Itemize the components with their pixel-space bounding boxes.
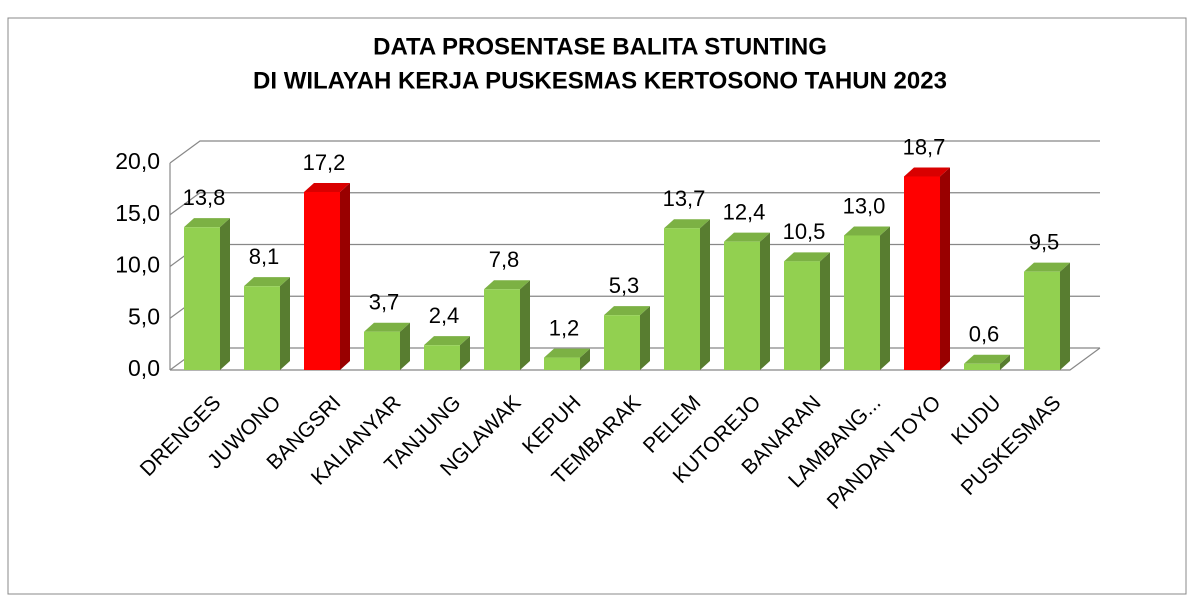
- bar: [724, 241, 760, 370]
- bar: [604, 315, 640, 370]
- y-tick-label: 0,0: [128, 355, 160, 381]
- chart-title: DI WILAYAH KERJA PUSKESMAS KERTOSONO TAH…: [253, 67, 947, 94]
- chart-title: DATA PROSENTASE BALITA STUNTING: [373, 33, 827, 60]
- value-label: 7,8: [489, 247, 520, 272]
- bar-side: [220, 218, 230, 370]
- y-tick-label: 10,0: [115, 252, 160, 278]
- value-label: 2,4: [429, 303, 460, 328]
- value-label: 13,7: [663, 186, 706, 211]
- bar-top: [184, 218, 230, 228]
- bar: [784, 261, 820, 370]
- bar-side: [760, 232, 770, 370]
- value-label: 18,7: [903, 134, 946, 159]
- bar: [364, 331, 400, 370]
- bar: [304, 191, 340, 370]
- y-tick-label: 5,0: [128, 303, 160, 329]
- bar: [544, 357, 580, 370]
- value-label: 13,0: [843, 193, 886, 218]
- bar-side: [940, 167, 950, 370]
- bar-side: [280, 277, 290, 370]
- grid-line: [169, 192, 1100, 216]
- bar-top: [844, 226, 890, 236]
- value-label: 5,3: [609, 273, 640, 298]
- bar: [664, 228, 700, 370]
- bar-top: [244, 277, 290, 287]
- bar-top: [664, 219, 710, 229]
- value-label: 10,5: [783, 219, 826, 244]
- bar-top: [424, 336, 470, 346]
- bar-side: [820, 252, 830, 370]
- bar: [1024, 271, 1060, 370]
- bar-side: [640, 306, 650, 370]
- bar-top: [484, 280, 530, 290]
- value-label: 0,6: [969, 322, 1000, 347]
- bar-side: [880, 226, 890, 370]
- value-label: 8,1: [249, 244, 280, 269]
- value-label: 3,7: [369, 290, 400, 315]
- bar-top: [364, 322, 410, 332]
- bar: [424, 345, 460, 370]
- value-label: 9,5: [1029, 229, 1060, 254]
- value-label: 1,2: [549, 315, 580, 340]
- bar-top: [784, 252, 830, 262]
- grid-line: [169, 140, 1100, 164]
- bar-side: [1000, 354, 1010, 370]
- bar-top: [904, 167, 950, 177]
- y-tick-label: 15,0: [115, 200, 160, 226]
- bar-side: [580, 348, 590, 370]
- bar-top: [964, 354, 1010, 364]
- value-label: 12,4: [723, 199, 766, 224]
- bar: [244, 286, 280, 370]
- bar-side: [1060, 262, 1070, 370]
- floor-edge: [170, 347, 1101, 371]
- bar-side: [520, 280, 530, 370]
- bar-side: [340, 182, 350, 370]
- y-tick-label: 20,0: [115, 148, 160, 174]
- bar-top: [544, 348, 590, 358]
- value-label: 13,8: [183, 185, 226, 210]
- bar: [904, 176, 940, 370]
- bar-top: [724, 232, 770, 242]
- bar-side: [400, 322, 410, 370]
- bar: [184, 227, 220, 370]
- bar-top: [604, 306, 650, 316]
- bar: [964, 363, 1000, 370]
- bar-top: [304, 182, 350, 192]
- bar: [484, 289, 520, 370]
- value-label: 17,2: [303, 150, 346, 175]
- bar-side: [700, 219, 710, 370]
- bar-side: [460, 336, 470, 370]
- bar: [844, 235, 880, 370]
- bar-top: [1024, 262, 1070, 272]
